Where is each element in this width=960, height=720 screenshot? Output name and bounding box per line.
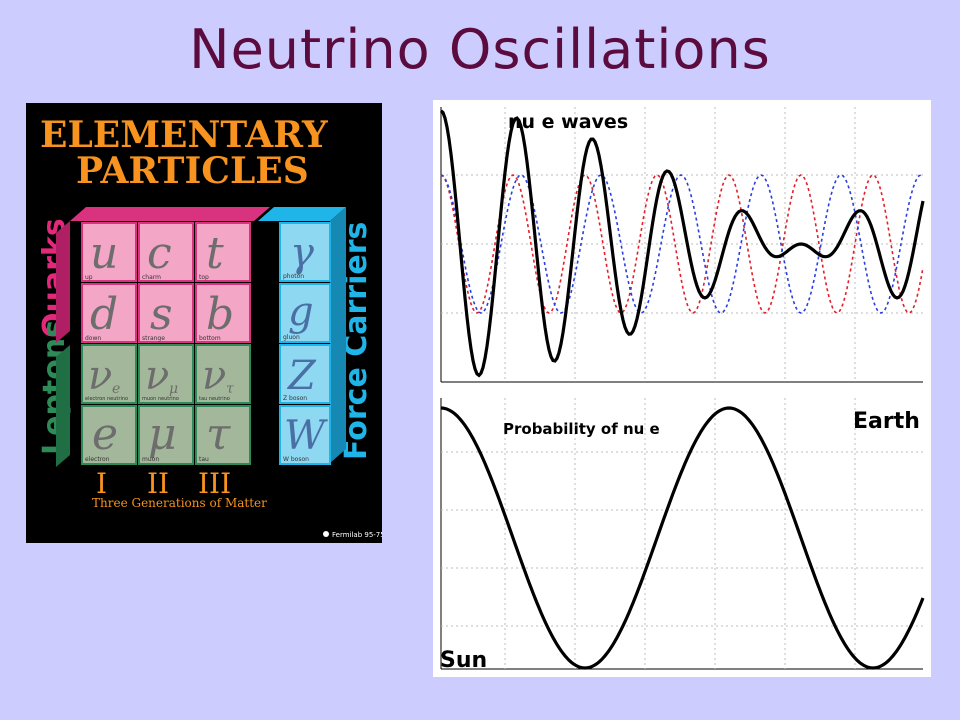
quark-symbol: b xyxy=(206,289,234,340)
force-name: photon xyxy=(283,273,304,280)
force-carrier-column: γ photon g gluon Z Z boson W W boson xyxy=(258,207,346,465)
lepton-name: electron neutrino xyxy=(85,396,128,402)
generation-numeral: I xyxy=(96,467,107,500)
quark-cell: d down xyxy=(81,283,137,343)
poster-credit: Fermilab 95-759 xyxy=(332,531,382,539)
lepton-name: muon neutrino xyxy=(142,396,179,402)
lepton-name: muon xyxy=(142,456,159,463)
generation-numeral: III xyxy=(198,467,231,500)
quark-name: down xyxy=(85,335,101,342)
nu-e-waves-plot: nu e waves xyxy=(433,100,931,392)
lepton-grid: ν e electron neutrino ν μ muon neutrino … xyxy=(56,344,251,467)
force-name: W boson xyxy=(283,456,309,463)
generation-numeral: II xyxy=(147,467,169,500)
elementary-particles-poster: ELEMENTARY PARTICLES Quarks Leptons Forc… xyxy=(26,103,382,543)
probability-curve xyxy=(440,406,925,670)
poster-title-line1: ELEMENTARY xyxy=(40,114,329,156)
sun-label: Sun xyxy=(440,648,487,673)
lepton-subscript: τ xyxy=(226,381,234,397)
probability-label: Probability of nu e xyxy=(503,420,660,438)
lepton-name: tau neutrino xyxy=(199,396,230,402)
lepton-cell: μ muon xyxy=(138,405,194,465)
lepton-symbol: ν xyxy=(88,353,112,399)
lepton-name: electron xyxy=(85,456,110,463)
quark-name: top xyxy=(199,274,209,281)
lepton-cell: e electron xyxy=(81,405,137,465)
quark-cell: u up xyxy=(81,222,137,282)
lepton-symbol: e xyxy=(92,409,118,460)
lepton-cell: τ tau xyxy=(195,405,251,465)
probability-plot: Probability of nu e Earth Sun xyxy=(433,392,931,677)
quark-grid: u up c charm t top d down s s xyxy=(56,207,270,343)
lepton-symbol: μ xyxy=(148,409,177,460)
quark-symbol: t xyxy=(206,228,224,279)
force-cell: γ photon xyxy=(279,222,331,282)
force-symbol: g xyxy=(288,289,314,335)
force-cell: Z Z boson xyxy=(279,344,331,404)
force-cell: W W boson xyxy=(279,405,331,465)
nu-e-waves-label: nu e waves xyxy=(508,111,628,133)
force-name: Z boson xyxy=(283,395,307,402)
quark-name: strange xyxy=(142,335,165,342)
fermilab-logo-icon xyxy=(323,531,329,537)
force-symbol: Z xyxy=(286,353,317,399)
lepton-subscript: e xyxy=(112,381,120,397)
quark-cell: s strange xyxy=(138,283,194,343)
quark-name: charm xyxy=(142,274,161,281)
lepton-cell: ν μ muon neutrino xyxy=(138,344,194,404)
force-symbol: γ xyxy=(290,230,314,276)
quark-cell: c charm xyxy=(138,222,194,282)
slide-title: Neutrino Oscillations xyxy=(189,18,771,81)
top-plot-grid xyxy=(440,107,923,383)
quark-symbol: s xyxy=(150,289,173,340)
quark-symbol: u xyxy=(90,228,118,279)
lepton-symbol: ν xyxy=(145,353,169,399)
earth-label: Earth xyxy=(853,409,920,434)
quark-symbol: c xyxy=(147,228,172,279)
lepton-cell: ν τ tau neutrino xyxy=(195,344,251,404)
lepton-symbol: ν xyxy=(202,353,226,399)
force-cell: g gluon xyxy=(279,283,331,343)
force-symbol: W xyxy=(284,413,328,459)
bottom-plot-grid xyxy=(440,398,923,670)
lepton-symbol: τ xyxy=(206,409,231,460)
lepton-name: tau xyxy=(199,456,209,463)
quark-cell: b bottom xyxy=(195,283,251,343)
nu-e-wave-blue xyxy=(440,174,924,314)
nu-e-wave-red xyxy=(440,174,924,314)
lepton-cell: ν e electron neutrino xyxy=(81,344,137,404)
lepton-subscript: μ xyxy=(169,381,178,397)
force-name: gluon xyxy=(283,334,300,341)
quark-symbol: d xyxy=(90,289,118,340)
nu-e-wave-combined xyxy=(439,109,925,378)
quark-name: up xyxy=(85,274,93,281)
generations-caption: Three Generations of Matter xyxy=(92,496,267,510)
quark-cell: t top xyxy=(195,222,251,282)
quark-name: bottom xyxy=(199,335,221,342)
poster-title-line2: PARTICLES xyxy=(76,150,309,192)
